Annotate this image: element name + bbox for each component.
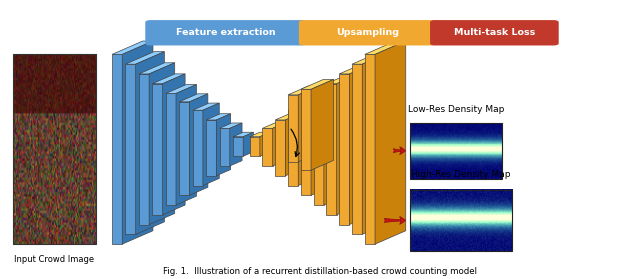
Polygon shape [112,54,122,244]
Polygon shape [275,114,300,120]
Text: High-Res Density Map: High-Res Density Map [411,170,511,179]
Polygon shape [352,52,391,64]
Polygon shape [365,54,375,244]
Polygon shape [176,85,196,205]
Polygon shape [326,74,359,84]
Polygon shape [149,63,175,225]
Polygon shape [288,86,319,95]
Polygon shape [339,63,375,74]
Polygon shape [139,63,175,74]
Polygon shape [206,114,230,120]
Polygon shape [301,89,311,170]
Polygon shape [206,120,216,176]
Polygon shape [337,74,359,215]
Polygon shape [260,132,270,156]
Polygon shape [166,85,196,93]
Polygon shape [139,74,149,225]
Polygon shape [193,110,203,186]
Polygon shape [220,123,242,128]
Polygon shape [311,80,333,170]
Polygon shape [179,102,189,195]
Polygon shape [230,123,242,166]
FancyBboxPatch shape [430,20,559,45]
Polygon shape [262,123,285,128]
Polygon shape [362,52,391,234]
Polygon shape [189,94,208,195]
Polygon shape [298,103,315,186]
Polygon shape [288,110,298,186]
Text: Upsampling: Upsampling [337,28,399,37]
Polygon shape [298,86,319,162]
Polygon shape [301,94,330,102]
Text: Input Crowd Image: Input Crowd Image [14,255,95,264]
Polygon shape [288,95,298,162]
Polygon shape [285,114,300,176]
Polygon shape [243,132,253,156]
Polygon shape [179,94,208,102]
Polygon shape [352,64,362,234]
Polygon shape [301,102,311,195]
Polygon shape [250,137,260,156]
Polygon shape [365,41,406,54]
Text: Multi-task Loss: Multi-task Loss [454,28,535,37]
Polygon shape [122,41,153,244]
Bar [13,54,96,244]
Polygon shape [125,52,164,64]
Polygon shape [152,84,163,215]
Bar [410,123,502,179]
Polygon shape [203,103,220,186]
Polygon shape [136,52,164,234]
Polygon shape [125,64,136,234]
Polygon shape [326,84,337,215]
Polygon shape [324,85,344,205]
Polygon shape [314,93,324,205]
Polygon shape [166,93,176,205]
Polygon shape [193,103,220,110]
Polygon shape [349,63,375,225]
FancyBboxPatch shape [299,20,437,45]
Polygon shape [233,137,243,156]
Polygon shape [262,128,273,166]
Polygon shape [220,128,230,166]
Bar [410,190,512,251]
Polygon shape [339,74,349,225]
Text: Feature extraction: Feature extraction [176,28,275,37]
Polygon shape [163,74,185,215]
Polygon shape [288,103,315,110]
Polygon shape [375,41,406,244]
Polygon shape [311,94,330,195]
Text: Fig. 1.  Illustration of a recurrent distillation-based crowd counting model: Fig. 1. Illustration of a recurrent dist… [163,267,477,276]
Polygon shape [216,114,230,176]
Polygon shape [112,41,153,54]
Polygon shape [301,80,333,89]
Polygon shape [250,132,270,137]
Polygon shape [273,123,285,166]
Polygon shape [152,74,185,84]
Polygon shape [275,120,285,176]
Polygon shape [233,132,253,137]
Text: Low-Res Density Map: Low-Res Density Map [408,105,504,114]
Polygon shape [314,85,344,93]
FancyBboxPatch shape [145,20,306,45]
